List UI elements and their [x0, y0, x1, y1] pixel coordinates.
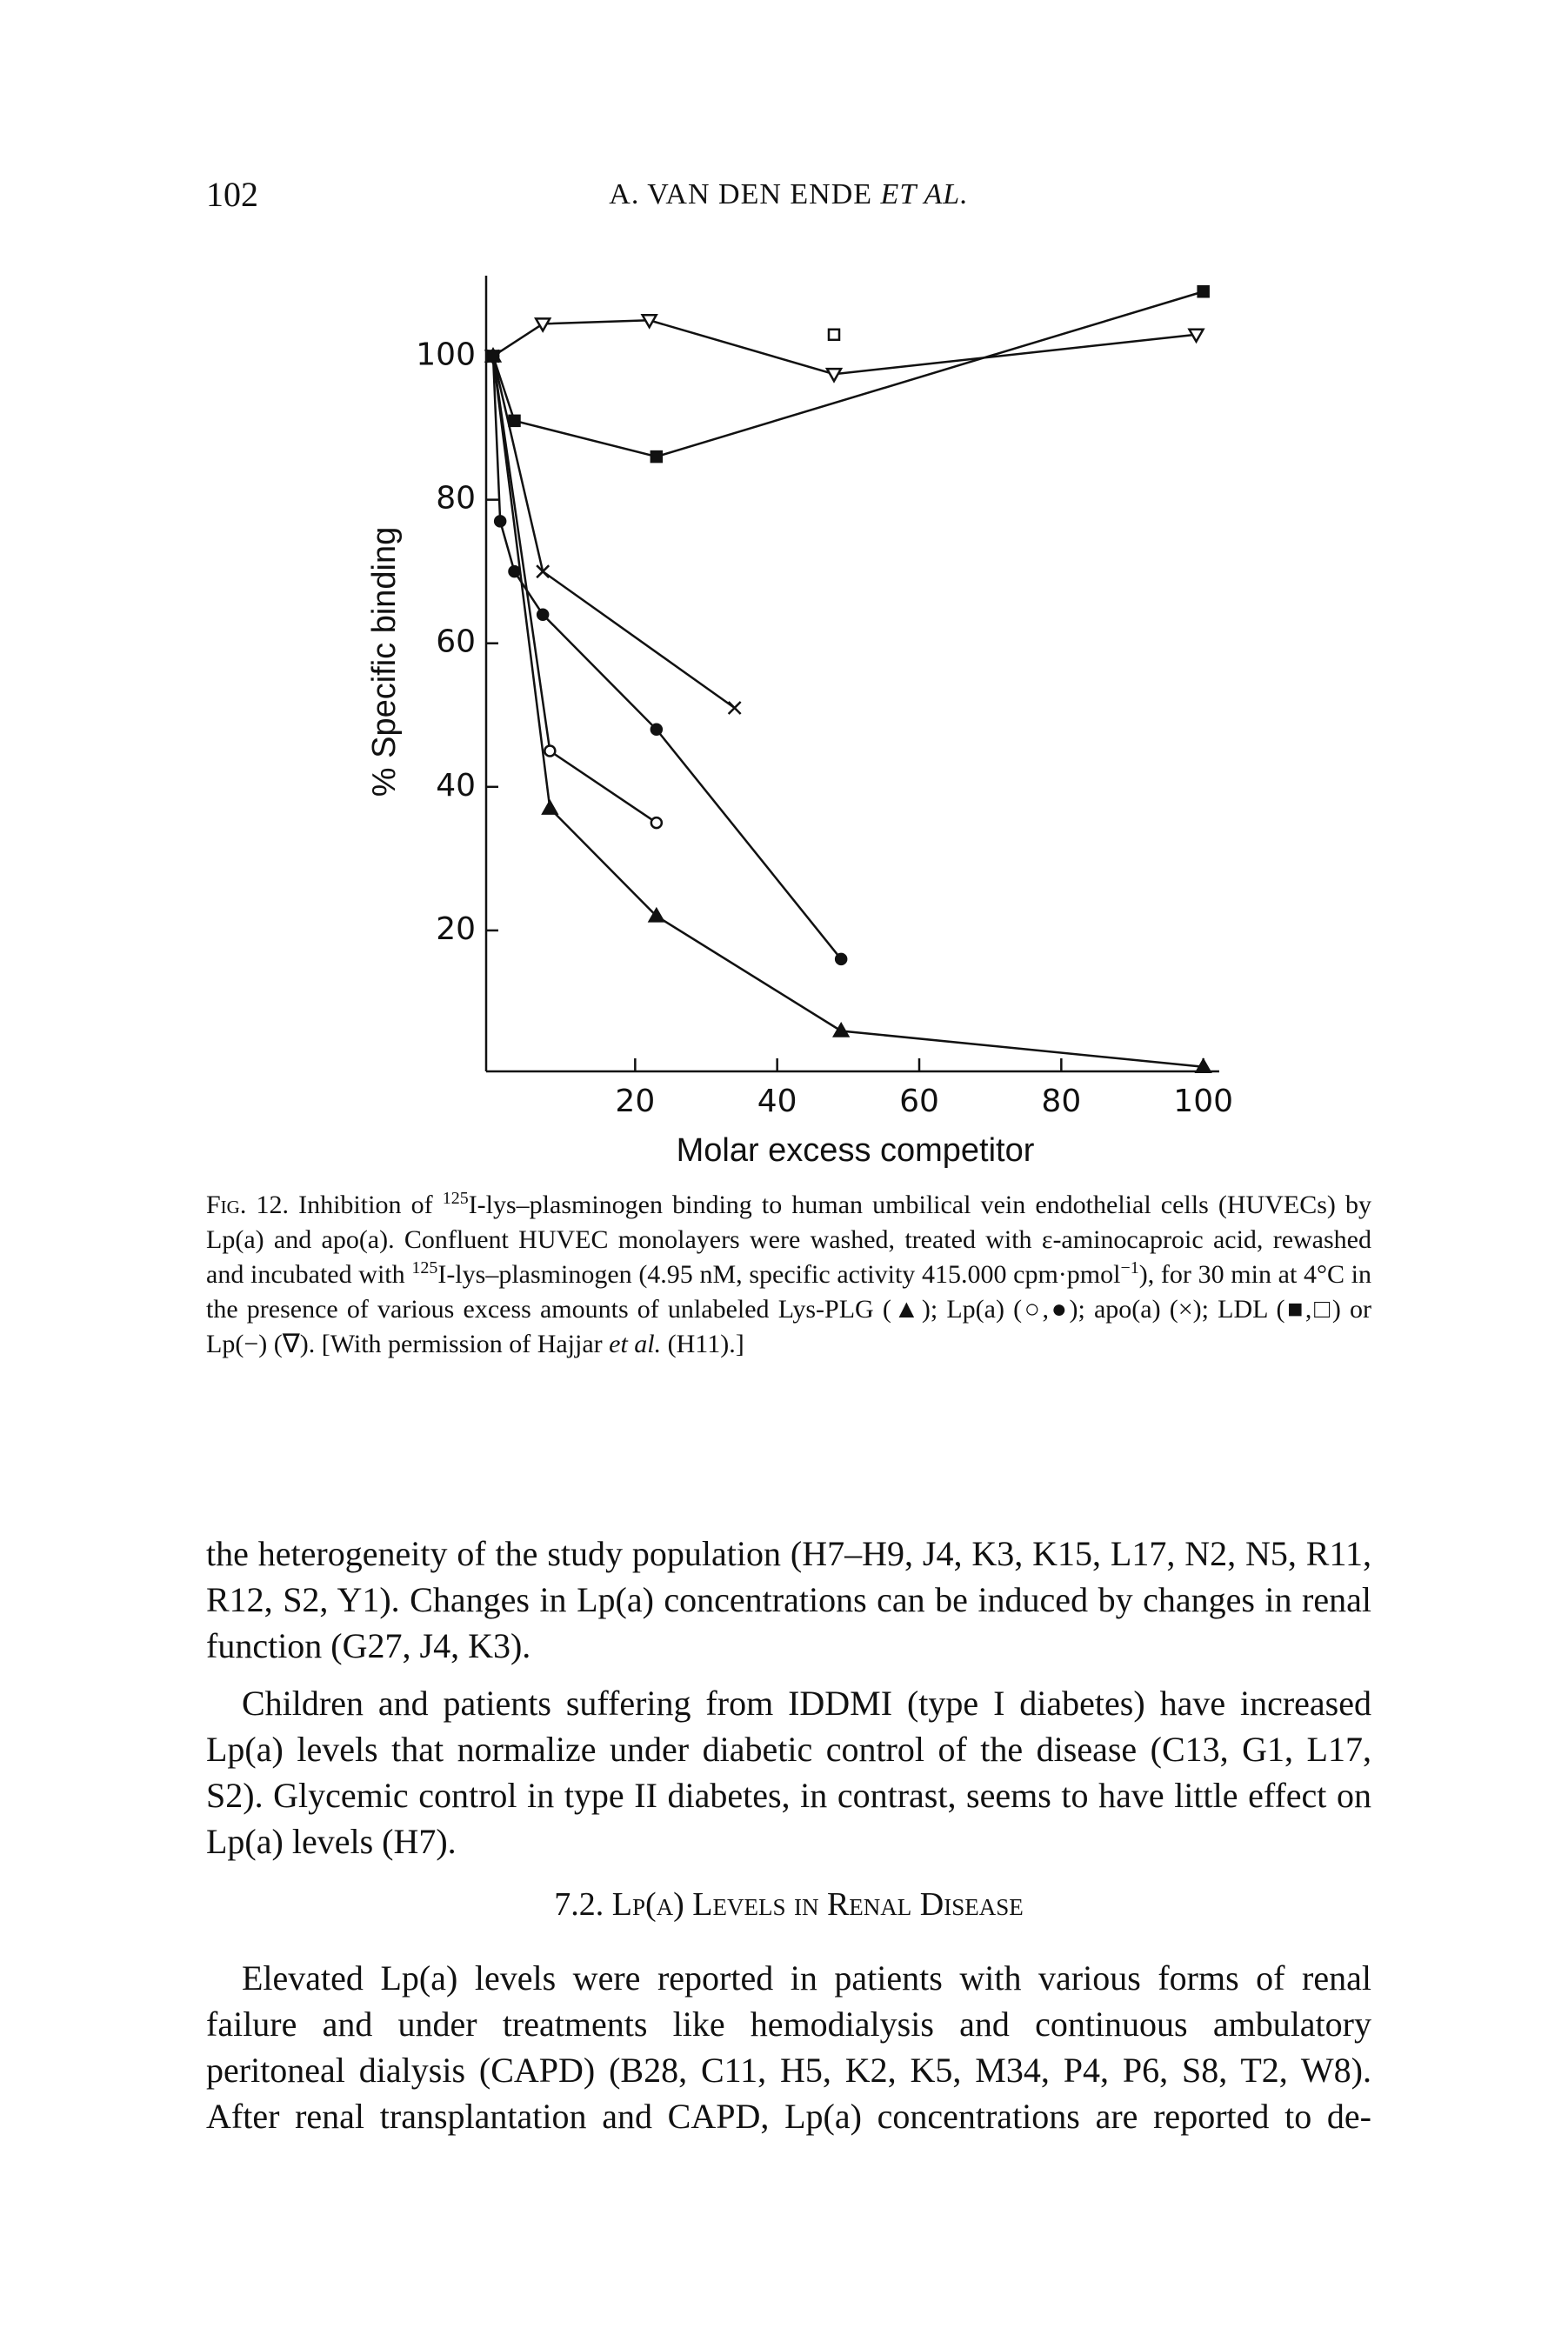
marker — [536, 564, 550, 579]
section-heading: 7.2. Lp(a) Levels in Renal Disease — [554, 1886, 1024, 1923]
caption-run: et al. — [609, 1330, 662, 1358]
x-tick-label: 80 — [1041, 1084, 1081, 1119]
series-line — [491, 290, 1204, 458]
marker — [650, 816, 664, 830]
caption-run: Fig. 12. — [206, 1191, 289, 1219]
author: A. VAN DEN ENDE — [609, 178, 873, 210]
figure-caption: Fig. 12. Inhibition of 125I-lys–plasmino… — [206, 1188, 1371, 1362]
marker — [832, 1021, 851, 1037]
marker — [650, 723, 664, 737]
marker — [827, 328, 841, 342]
marker — [508, 414, 521, 428]
y-tick-label: 20 — [436, 911, 476, 947]
x-tick-label: 40 — [757, 1084, 797, 1119]
page-number: 102 — [206, 175, 258, 214]
marker — [534, 317, 552, 333]
marker — [1187, 328, 1205, 344]
y-axis-title: % Specific binding — [366, 527, 403, 797]
marker — [647, 906, 665, 923]
marker — [544, 744, 557, 757]
series-line — [491, 356, 843, 960]
marker — [508, 564, 521, 578]
caption-run: I-lys–plasminogen binding to human umbil… — [206, 1191, 1371, 1289]
marker — [650, 450, 664, 464]
author-suffix: ET AL. — [880, 178, 969, 210]
caption-run: 125 — [442, 1189, 469, 1208]
caption-run: Inhibition of — [288, 1191, 443, 1219]
x-tick-label: 100 — [1173, 1084, 1233, 1119]
marker — [640, 314, 658, 330]
x-tick-label: 20 — [615, 1084, 655, 1119]
y-tick-label: 40 — [436, 768, 476, 804]
marker — [1194, 1057, 1212, 1073]
marker — [536, 608, 550, 621]
caption-run: I-lys–plasminogen (4.95 nM, specific act… — [437, 1260, 1121, 1289]
series-line — [491, 356, 736, 710]
x-axis-title: Molar excess competitor — [677, 1132, 1035, 1169]
running-head: A. VAN DEN ENDE ET AL. — [206, 178, 1371, 211]
paragraph: Elevated Lp(a) levels were reported in p… — [206, 1958, 1371, 2136]
marker — [484, 347, 503, 363]
caption-run: −1 — [1120, 1258, 1139, 1277]
caption-run: 125 — [411, 1258, 438, 1277]
x-tick-label: 60 — [899, 1084, 939, 1119]
series-line — [492, 319, 1197, 376]
paragraph: Children and patients suffering from IDD… — [206, 1684, 1371, 1861]
marker — [1197, 285, 1210, 298]
marker — [824, 367, 844, 384]
marker — [541, 799, 559, 815]
caption-run: (H11).] — [661, 1330, 744, 1358]
y-tick-label: 100 — [416, 337, 476, 373]
chart: 20 40 60 80 100 20 40 60 80 100 Molar excess compe… — [366, 276, 1233, 1169]
marker — [834, 952, 848, 966]
y-tick-label: 60 — [436, 624, 476, 660]
marker — [727, 701, 742, 715]
marker — [493, 515, 507, 528]
paragraph: the heterogeneity of the study populatio… — [206, 1534, 1371, 1665]
y-tick-label: 80 — [436, 481, 476, 517]
caption-run: ), for 30 min at 4°C in the presence of … — [206, 1260, 1371, 1358]
series-line — [491, 356, 1204, 1068]
